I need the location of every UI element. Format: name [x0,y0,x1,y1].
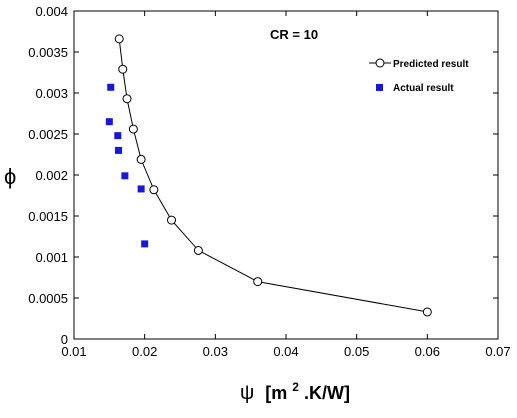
predicted-result-point [128,124,138,134]
y-tick-label: 0.002 [35,168,68,183]
predicted-result-point [422,307,432,317]
predicted-result-point [118,64,128,74]
predicted-result-line [118,38,428,313]
y-tick-label: 0.0015 [28,209,68,224]
y-tick-label: 0.0005 [28,291,68,306]
x-tick-label: 0.04 [273,344,298,359]
actual-result-point [115,146,123,154]
predicted-result-point [167,215,177,225]
actual-result-point [107,83,115,91]
y-tick-label: 0.0025 [28,127,68,142]
x-axis-label-unit: [m [265,383,287,403]
y-tick-label: 0.003 [35,86,68,101]
x-tick-label: 0.05 [344,344,369,359]
actual-result-point [114,132,122,140]
predicted-result-point [193,245,203,255]
legend-predicted-marker [375,58,385,68]
y-axis-label: ϕ [4,164,16,189]
x-axis-label-sup: 2 [292,380,299,394]
y-tick-label: 0 [61,332,68,347]
legend-actual-label: Actual result [393,83,454,94]
x-tick-label: 0.03 [203,344,228,359]
x-axis-label-unit-suffix: .K/W] [304,383,350,403]
series-layer [105,34,432,317]
x-tick-label: 0.06 [415,344,440,359]
x-axis-label: ψ [m 2 .K/W] [240,375,350,404]
actual-result-point [105,118,113,126]
predicted-result-point [122,94,132,104]
x-axis-label-symbol: ψ [240,382,254,404]
x-tick-label: 0.02 [132,344,157,359]
predicted-result-point [114,34,124,44]
x-tick-label: 0.01 [61,344,86,359]
predicted-result-point [253,277,263,287]
actual-result-point [137,185,145,193]
legend-predicted-label: Predicted result [393,59,469,70]
cr-annotation: CR = 10 [270,27,318,42]
actual-result-point [141,240,149,248]
predicted-result-point [149,185,159,195]
legend: Predicted result Actual result [369,58,469,94]
legend-actual-marker [376,84,383,91]
y-tick-label: 0.001 [35,250,68,265]
y-tick-label: 0.004 [35,4,68,19]
x-tick-label: 0.07 [485,344,510,359]
y-tick-label: 0.0035 [28,45,68,60]
actual-result-point [121,172,129,180]
axis-ticks: 0.01 0.02 0.03 0.04 0.05 0.06 0.07 0 0.0005 0.001… [28,4,510,359]
predicted-result-point [136,154,146,164]
